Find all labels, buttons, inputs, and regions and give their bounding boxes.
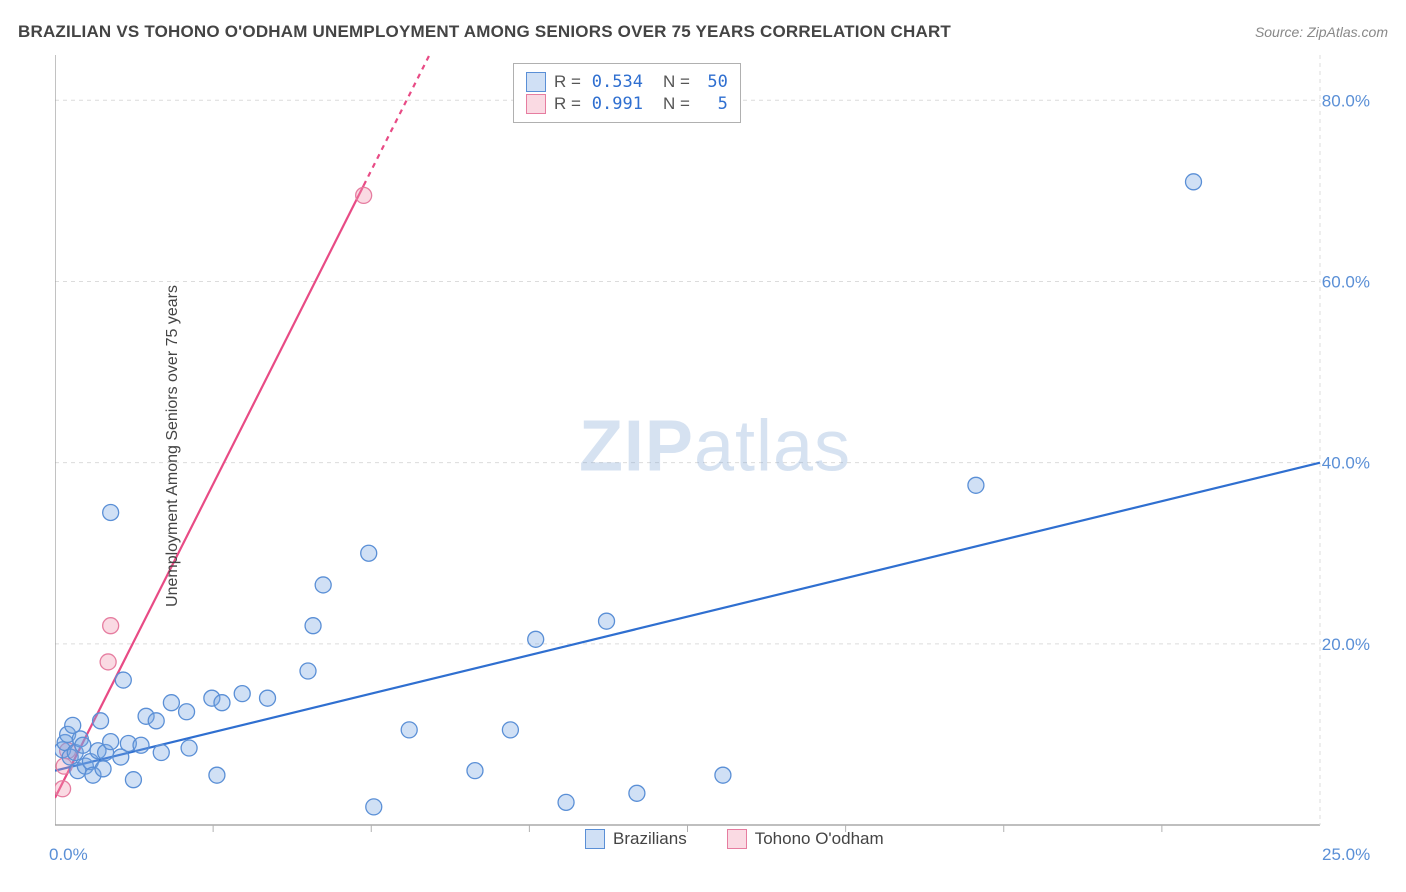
data-point (75, 737, 91, 753)
stat-r-value: 0.991 (589, 94, 643, 114)
data-point (181, 740, 197, 756)
y-tick-label: 20.0% (1322, 635, 1370, 654)
data-point (95, 761, 111, 777)
series-swatch (526, 94, 546, 114)
scatter-plot: 20.0% 40.0% 60.0% 80.0% (55, 55, 1380, 855)
series-legend: Brazilians Tohono O'odham (585, 829, 884, 849)
data-point (558, 794, 574, 810)
stat-row: R = 0.991 N = 5 (526, 94, 728, 114)
legend-item: Tohono O'odham (727, 829, 884, 849)
series-swatch (585, 829, 605, 849)
data-point (361, 545, 377, 561)
chart-area: 20.0%40.0%60.0%80.0% ZIPatlas R =0.534N … (55, 55, 1375, 850)
data-point (234, 686, 250, 702)
data-point (599, 613, 615, 629)
data-point (55, 781, 71, 797)
stat-r-label: R = (554, 94, 581, 114)
data-point (315, 577, 331, 593)
x-axis-end-label: 25.0% (1322, 845, 1370, 865)
data-point (93, 713, 109, 729)
source-attribution: Source: ZipAtlas.com (1255, 24, 1388, 40)
data-point (715, 767, 731, 783)
data-point (103, 504, 119, 520)
x-axis-start-label: 0.0% (49, 845, 88, 865)
data-point (153, 745, 169, 761)
y-tick-label: 40.0% (1322, 454, 1370, 473)
data-point (1186, 174, 1202, 190)
data-point (115, 672, 131, 688)
data-point (148, 713, 164, 729)
legend-item: Brazilians (585, 829, 687, 849)
data-point (260, 690, 276, 706)
data-point (103, 734, 119, 750)
data-point (629, 785, 645, 801)
legend-label: Brazilians (613, 829, 687, 849)
y-tick-label: 60.0% (1322, 272, 1370, 291)
data-point (103, 618, 119, 634)
chart-title: BRAZILIAN VS TOHONO O'ODHAM UNEMPLOYMENT… (18, 22, 951, 42)
data-point (366, 799, 382, 815)
data-point (133, 737, 149, 753)
data-point (401, 722, 417, 738)
stat-n-label: N = (663, 94, 690, 114)
correlation-stats-box: R = 0.534 N = 50 R = 0.991 N = 5 (513, 63, 741, 123)
data-point (467, 763, 483, 779)
data-point (209, 767, 225, 783)
data-point (968, 477, 984, 493)
data-point (179, 704, 195, 720)
legend-label: Tohono O'odham (755, 829, 884, 849)
stat-n-value: 50 (698, 72, 728, 92)
series-swatch (727, 829, 747, 849)
stat-row: R = 0.534 N = 50 (526, 72, 728, 92)
stat-n-label: N = (663, 72, 690, 92)
data-point (100, 654, 116, 670)
stat-n-value: 5 (698, 94, 728, 114)
data-point (502, 722, 518, 738)
y-axis-label: Unemployment Among Seniors over 75 years (164, 285, 182, 607)
data-point (300, 663, 316, 679)
y-tick-label: 80.0% (1322, 91, 1370, 110)
stat-r-value: 0.534 (589, 72, 643, 92)
series-swatch (526, 72, 546, 92)
data-point (305, 618, 321, 634)
data-point (125, 772, 141, 788)
data-point (163, 695, 179, 711)
data-point (214, 695, 230, 711)
data-point (528, 631, 544, 647)
data-point (356, 187, 372, 203)
stat-r-label: R = (554, 72, 581, 92)
